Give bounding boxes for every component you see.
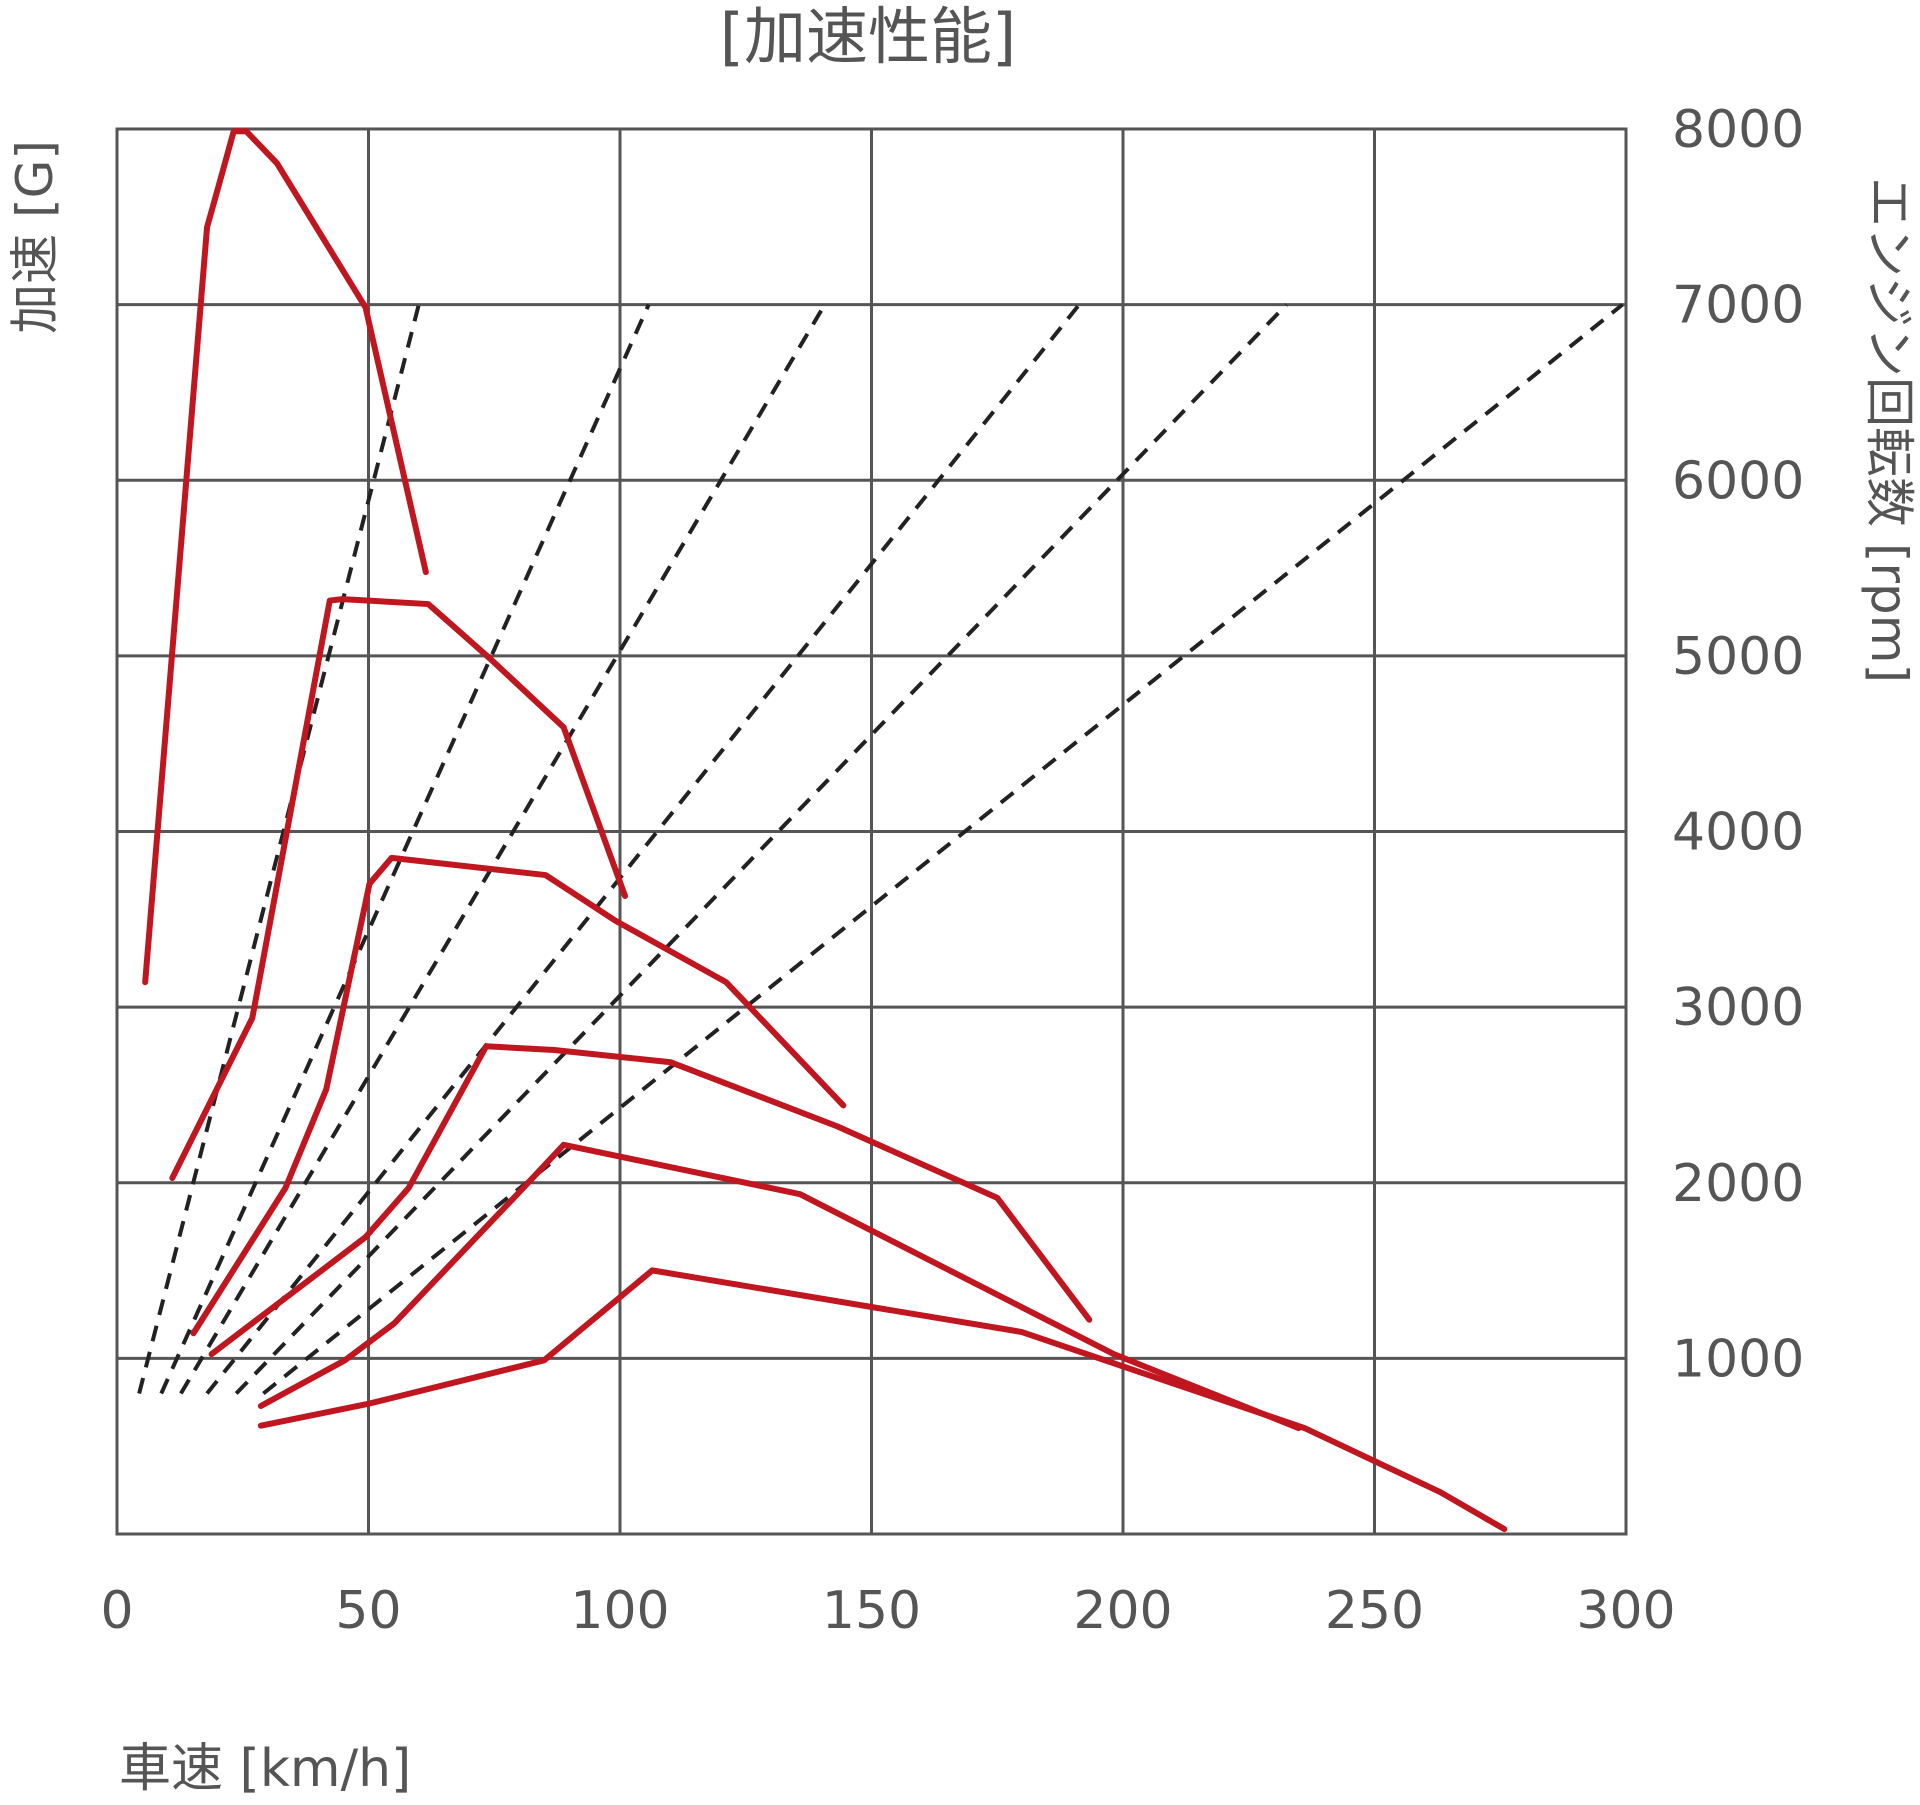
rpm-line-gear-5-rpm xyxy=(234,303,1288,1395)
y-tick-label: 4000 xyxy=(1672,803,1804,863)
x-tick-label: 150 xyxy=(822,1581,921,1641)
rpm-line-gear-4-rpm xyxy=(205,303,1081,1395)
x-tick-labels: 0 50 100 150 200 250 300 xyxy=(100,1581,1675,1641)
accel-curve-gear-4 xyxy=(208,1043,1093,1358)
x-tick-label: 50 xyxy=(335,1581,401,1641)
accel-curve-gear-1 xyxy=(142,128,429,986)
x-tick-label: 0 xyxy=(100,1581,133,1641)
y-tick-label: 8000 xyxy=(1672,100,1804,160)
accel-curve-gear-3 xyxy=(190,854,847,1337)
y-tick-label: 6000 xyxy=(1672,451,1804,511)
rpm-lines xyxy=(137,303,1624,1396)
y-axis-right-title: エンジン回転数 [rpm] xyxy=(1860,177,1918,683)
rpm-line-gear-2-rpm xyxy=(159,303,651,1395)
y-tick-label: 1000 xyxy=(1672,1329,1804,1389)
y-axis-left-title: 加速 [G] xyxy=(6,140,64,334)
y-tick-label: 5000 xyxy=(1672,627,1804,687)
x-tick-label: 100 xyxy=(570,1581,669,1641)
rpm-line-gear-6-rpm xyxy=(262,303,1624,1396)
accel-curve-gear-2 xyxy=(169,596,629,1182)
x-tick-label: 250 xyxy=(1325,1581,1424,1641)
accel-curve-gear-6 xyxy=(257,1267,1508,1533)
y-tick-label: 2000 xyxy=(1672,1154,1804,1214)
x-tick-label: 200 xyxy=(1073,1581,1172,1641)
accel-curve-gear-5 xyxy=(257,1141,1302,1432)
y-tick-label: 7000 xyxy=(1672,276,1804,336)
grid xyxy=(115,127,1628,1536)
y-tick-labels: 1000 2000 3000 4000 5000 6000 7000 8000 xyxy=(1672,100,1804,1389)
x-tick-label: 300 xyxy=(1576,1581,1675,1641)
rpm-line-gear-3-rpm xyxy=(179,303,827,1395)
acceleration-curves xyxy=(142,128,1508,1533)
y-tick-label: 3000 xyxy=(1672,978,1804,1038)
chart-title: [加速性能] xyxy=(720,0,1016,73)
x-axis-title: 車速 [km/h] xyxy=(119,1739,411,1799)
